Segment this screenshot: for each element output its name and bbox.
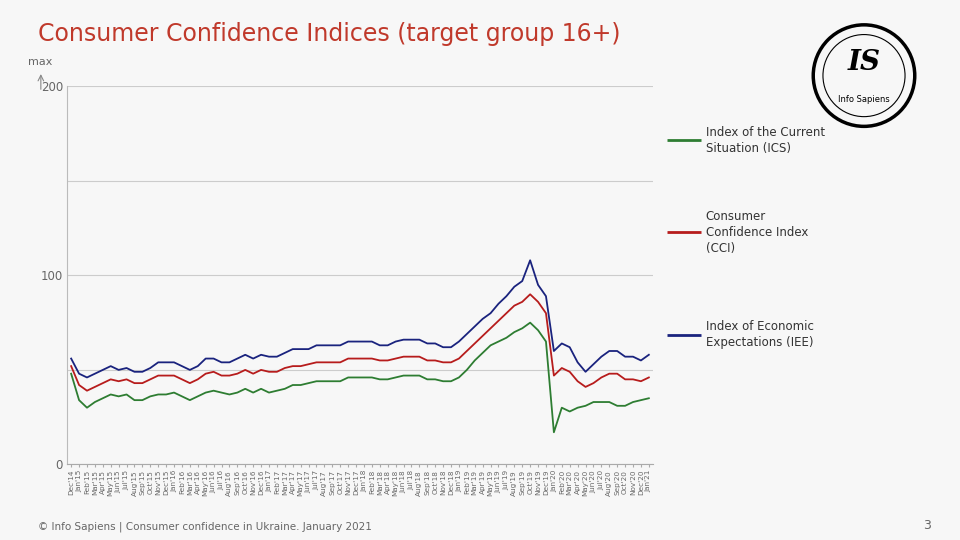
- Text: Index of the Current
Situation (ICS): Index of the Current Situation (ICS): [706, 126, 825, 155]
- Text: 3: 3: [924, 519, 931, 532]
- Text: Consumer
Confidence Index
(CCI): Consumer Confidence Index (CCI): [706, 210, 808, 255]
- Text: Info Sapiens: Info Sapiens: [838, 95, 890, 104]
- Text: Consumer Confidence Indices (target group 16+): Consumer Confidence Indices (target grou…: [38, 22, 621, 45]
- Text: © Info Sapiens | Consumer confidence in Ukraine. January 2021: © Info Sapiens | Consumer confidence in …: [38, 522, 372, 532]
- Text: max: max: [28, 57, 53, 67]
- Text: IS: IS: [848, 49, 880, 76]
- Text: Index of Economic
Expectations (IEE): Index of Economic Expectations (IEE): [706, 320, 813, 349]
